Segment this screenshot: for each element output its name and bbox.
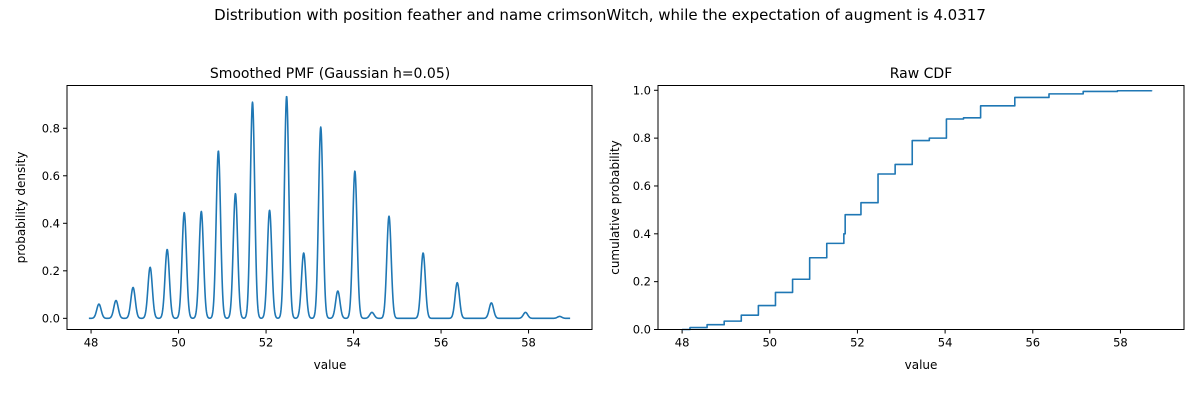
- cdf-axes: Raw CDF value cumulative probability 48 5…: [608, 66, 1185, 372]
- pmf-ylabel: probability density: [14, 152, 28, 264]
- pmf-xtick-label: 50: [171, 336, 186, 350]
- pmf-xtick-label: 52: [259, 336, 274, 350]
- cdf-series-line: [682, 89, 1153, 331]
- pmf-xtick-label: 54: [346, 336, 361, 350]
- pmf-title: Smoothed PMF (Gaussian h=0.05): [210, 66, 450, 82]
- cdf-xtick-label: 54: [938, 336, 953, 350]
- cdf-frame: [657, 85, 1185, 330]
- pmf-ytick-label: 0.0: [42, 311, 60, 325]
- cdf-title: Raw CDF: [890, 66, 953, 82]
- pmf-ytick-label: 0.4: [42, 216, 60, 230]
- pmf-xtick-label: 56: [434, 336, 449, 350]
- cdf-xlabel: value: [905, 358, 938, 372]
- pmf-xtick-label: 58: [521, 336, 536, 350]
- pmf-ytick-label: 0.8: [42, 121, 60, 135]
- pmf-ytick-label: 0.2: [42, 264, 60, 278]
- cdf-ytick-label: 0.4: [633, 227, 651, 241]
- cdf-ytick-label: 0.2: [633, 275, 651, 289]
- pmf-ytick-label: 0.6: [42, 169, 60, 183]
- pmf-ticks: 48 50 52 54 56 58 0.0 0.2 0.4 0.6 0.8: [42, 121, 536, 349]
- pmf-axes: Smoothed PMF (Gaussian h=0.05) value pro…: [14, 66, 593, 372]
- cdf-ytick-label: 0.0: [633, 323, 651, 337]
- figure-title: Distribution with position feather and n…: [214, 6, 986, 24]
- cdf-xtick-label: 58: [1113, 336, 1128, 350]
- cdf-ylabel: cumulative probability: [608, 140, 622, 275]
- cdf-xtick-label: 56: [1025, 336, 1040, 350]
- cdf-ticks: 48 50 52 54 56 58 0.0 0.2 0.4 0.6 0.8 1.0: [633, 83, 1128, 349]
- cdf-xtick-label: 52: [850, 336, 865, 350]
- pmf-series-line: [88, 95, 571, 320]
- cdf-ytick-label: 0.8: [633, 131, 651, 145]
- pmf-frame: [66, 85, 593, 330]
- cdf-ytick-label: 0.6: [633, 179, 651, 193]
- cdf-xtick-label: 48: [675, 336, 690, 350]
- cdf-ytick-label: 1.0: [633, 83, 651, 97]
- pmf-xlabel: value: [314, 358, 347, 372]
- cdf-xtick-label: 50: [762, 336, 777, 350]
- pmf-xtick-label: 48: [84, 336, 99, 350]
